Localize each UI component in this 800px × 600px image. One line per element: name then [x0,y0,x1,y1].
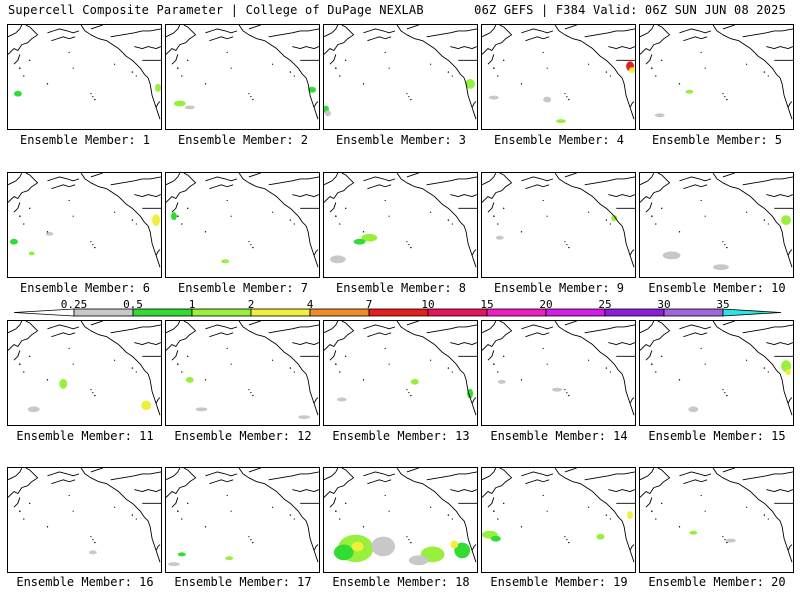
colorbar-segment [663,308,724,317]
ensemble-member-label: Ensemble Member: 15 [648,429,786,443]
ensemble-member-label: Ensemble Member: 19 [490,575,628,589]
ensemble-map-panel-4 [481,24,636,130]
ensemble-map-panel-19 [481,467,636,573]
ensemble-map-panel-15 [639,320,794,426]
colorbar-tick-label: 7 [365,298,373,311]
ensemble-map-panel-20 [639,467,794,573]
colorbar-tick-label: 30 [657,298,671,311]
ensemble-member-label: Ensemble Member: 20 [648,575,786,589]
ensemble-map-panel-7 [165,172,320,278]
colorbar-tick-label: 15 [480,298,494,311]
colorbar-tick-label: 25 [598,298,612,311]
map-svg [640,173,793,271]
ensemble-map-panel-10 [639,172,794,278]
ensemble-member-label: Ensemble Member: 2 [177,133,309,147]
map-svg [640,321,793,416]
ensemble-member-label: Ensemble Member: 8 [335,281,467,295]
colorbar-tick-label: 1 [188,298,196,311]
colorbar-segment [604,308,665,317]
map-svg [482,173,635,268]
ensemble-map-panel-1 [7,24,162,130]
map-svg [324,173,477,268]
colorbar-segment [486,308,547,317]
ensemble-member-label: Ensemble Member: 3 [335,133,467,147]
colorbar-tick-label: 4 [306,298,314,311]
ensemble-map-panel-13 [323,320,478,426]
map-svg [482,25,635,124]
map-svg [482,321,635,416]
ensemble-member-label: Ensemble Member: 5 [651,133,783,147]
ensemble-member-label: Ensemble Member: 1 [19,133,151,147]
ensemble-member-label: Ensemble Member: 7 [177,281,309,295]
colorbar-segment [309,308,370,317]
colorbar-tick-label: 10 [421,298,435,311]
colorbar-tick-label: 0.25 [60,298,88,311]
colorbar-segment [427,308,488,317]
ensemble-map-panel-18 [323,467,478,573]
ensemble-member-label: Ensemble Member: 6 [19,281,151,295]
ensemble-map-panel-9 [481,172,636,278]
colorbar-tick-label: 35 [716,298,730,311]
ensemble-member-label: Ensemble Member: 16 [16,575,154,589]
colorbar-segment [545,308,606,317]
map-svg [324,25,477,120]
ensemble-member-label: Ensemble Member: 14 [490,429,628,443]
map-svg [8,173,161,268]
map-svg [324,468,477,566]
ensemble-member-label: Ensemble Member: 13 [332,429,470,443]
ensemble-member-label: Ensemble Member: 10 [648,281,786,295]
ensemble-member-label: Ensemble Member: 11 [16,429,154,443]
colorbar-tick-label: 0.5 [123,298,143,311]
ensemble-map-panel-12 [165,320,320,426]
colorbar-svg [13,308,782,317]
map-svg [8,321,161,416]
colorbar-tick-label: 20 [539,298,553,311]
map-svg [166,321,319,420]
ensemble-map-panel-2 [165,24,320,130]
ensemble-map-panel-16 [7,467,162,573]
ensemble-member-label: Ensemble Member: 12 [174,429,312,443]
ensemble-member-label: Ensemble Member: 18 [332,575,470,589]
colorbar-segment [368,308,429,317]
map-svg [640,25,793,120]
model-run-info: 06Z GEFS | F384 Valid: 06Z SUN JUN 08 20… [474,3,786,17]
map-svg [482,468,635,563]
page-title: Supercell Composite Parameter | College … [8,3,424,17]
ensemble-map-panel-5 [639,24,794,130]
ensemble-map-panel-11 [7,320,162,426]
colorbar-upper-arrow [722,308,782,317]
map-svg [166,173,319,268]
ensemble-map-panel-3 [323,24,478,130]
colorbar-segment [250,308,311,317]
map-svg [166,468,319,567]
ensemble-member-label: Ensemble Member: 17 [174,575,312,589]
map-svg [8,468,161,563]
ensemble-member-label: Ensemble Member: 4 [493,133,625,147]
ensemble-member-label: Ensemble Member: 9 [493,281,625,295]
map-svg [324,321,477,416]
map-svg [8,25,161,120]
colorbar-legend: 0.25 0.5 1 2 4 7 10 15 20 25 30 35 [13,298,786,324]
ensemble-map-panel-8 [323,172,478,278]
ensemble-map-panel-14 [481,320,636,426]
colorbar-segment [191,308,252,317]
ensemble-map-panel-6 [7,172,162,278]
map-svg [166,25,319,120]
ensemble-map-panel-17 [165,467,320,573]
colorbar-tick-label: 2 [247,298,255,311]
map-svg [640,468,793,563]
